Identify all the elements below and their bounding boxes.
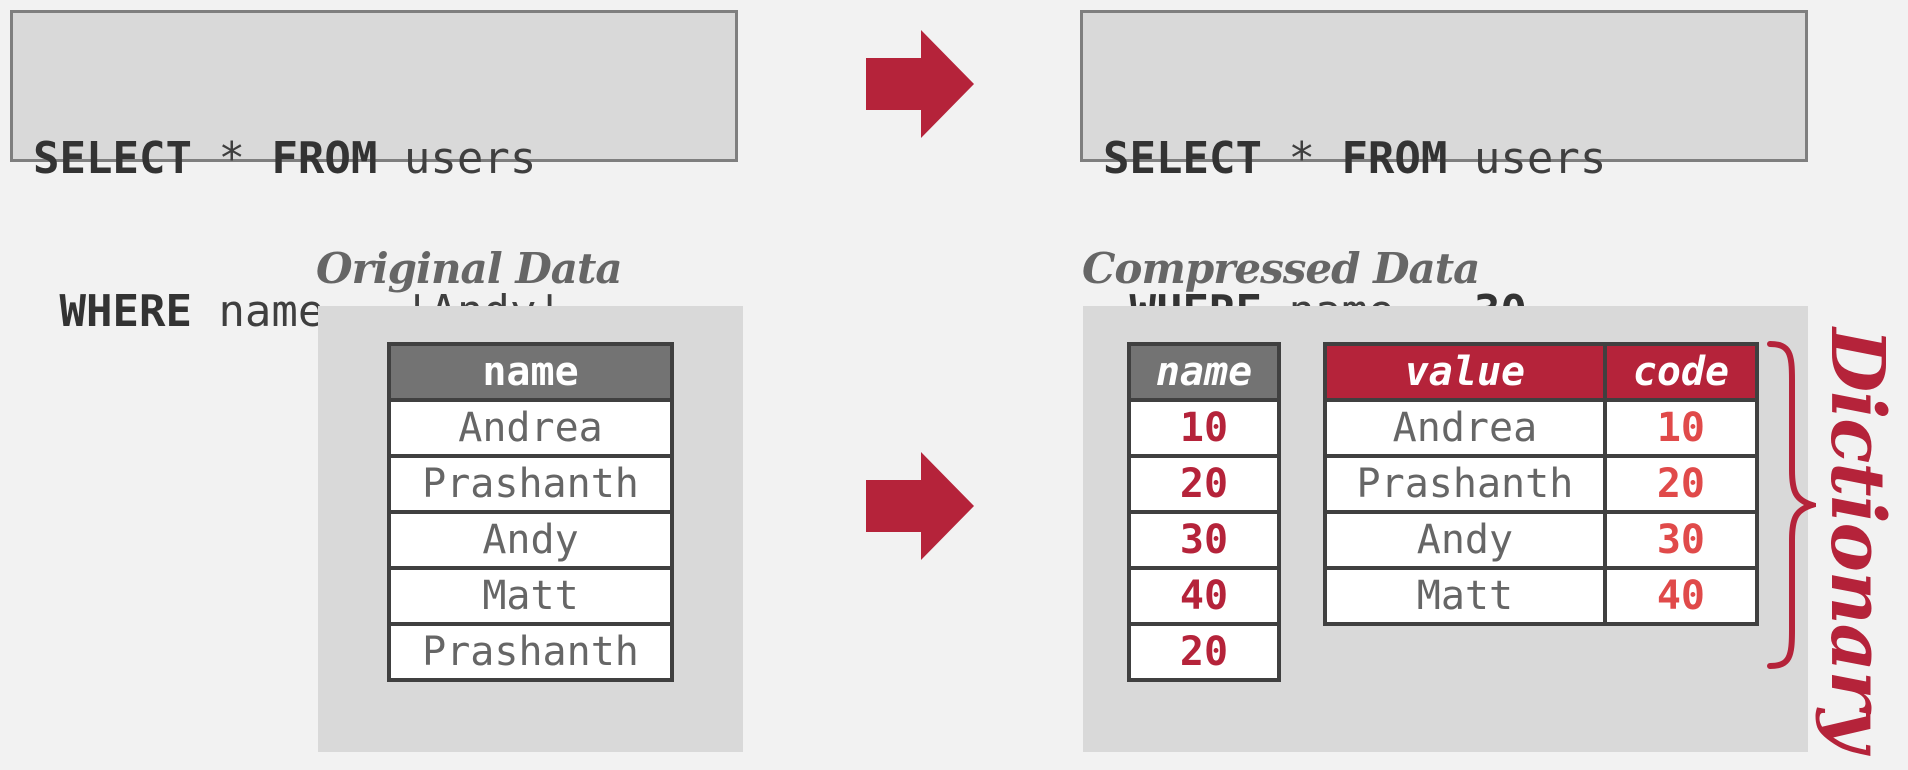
name-cell: Andy <box>387 510 674 570</box>
name-cell: Andrea <box>387 398 674 458</box>
table-row: Matt <box>387 566 674 626</box>
code-cell: 20 <box>1602 454 1760 514</box>
table-row: Andrea <box>387 398 674 458</box>
table-row: 40 <box>1127 566 1281 626</box>
right-arrow-icon <box>866 452 974 560</box>
table-row: Matt 40 <box>1323 566 1760 626</box>
curly-brace-icon <box>1767 341 1816 669</box>
original-data-title: Original Data <box>316 244 623 293</box>
original-query-box: SELECT * FROM users WHERE name = 'Andy' <box>10 10 738 337</box>
code-cell: 30 <box>1602 510 1760 570</box>
compressed-data-title: Compressed Data <box>1082 244 1480 293</box>
query-line-1: SELECT * FROM users <box>33 133 537 184</box>
rewritten-query-box: SELECT * FROM users WHERE name = 30 <box>1080 10 1808 337</box>
table-row: Andrea 10 <box>1323 398 1760 458</box>
table-header-row: name <box>387 342 674 402</box>
table-row: 10 <box>1127 398 1281 458</box>
table-row: 30 <box>1127 510 1281 570</box>
query-line-1: SELECT * FROM users <box>1103 133 1607 184</box>
name-cell: Prashanth <box>387 622 674 682</box>
code-cell: 10 <box>1127 398 1281 458</box>
table-header-row: value code <box>1323 342 1760 402</box>
table-row: Prashanth 20 <box>1323 454 1760 514</box>
dictionary-table: value code Andrea 10 Prashanth 20 Andy 3… <box>1323 342 1760 626</box>
table-row: Prashanth <box>387 622 674 682</box>
original-table: name Andrea Prashanth Andy Matt Prashant… <box>387 342 674 682</box>
value-cell: Andy <box>1323 510 1607 570</box>
right-arrow-icon <box>866 30 974 138</box>
name-column-header: name <box>1127 342 1281 402</box>
code-cell: 30 <box>1127 510 1281 570</box>
value-cell: Andrea <box>1323 398 1607 458</box>
value-column-header: value <box>1323 342 1607 402</box>
code-cell: 40 <box>1602 566 1760 626</box>
code-column-header: code <box>1602 342 1760 402</box>
name-column-header: name <box>387 342 674 402</box>
value-cell: Prashanth <box>1323 454 1607 514</box>
table-row: 20 <box>1127 622 1281 682</box>
table-row: Andy 30 <box>1323 510 1760 570</box>
code-cell: 20 <box>1127 622 1281 682</box>
code-cell: 20 <box>1127 454 1281 514</box>
value-cell: Matt <box>1323 566 1607 626</box>
table-row: Andy <box>387 510 674 570</box>
table-header-row: name <box>1127 342 1281 402</box>
name-cell: Prashanth <box>387 454 674 514</box>
table-row: Prashanth <box>387 454 674 514</box>
compressed-codes-table: name 10 20 30 40 20 <box>1127 342 1281 682</box>
name-cell: Matt <box>387 566 674 626</box>
dictionary-label: Dictionary <box>1814 328 1900 751</box>
code-cell: 10 <box>1602 398 1760 458</box>
code-cell: 40 <box>1127 566 1281 626</box>
table-row: 20 <box>1127 454 1281 514</box>
